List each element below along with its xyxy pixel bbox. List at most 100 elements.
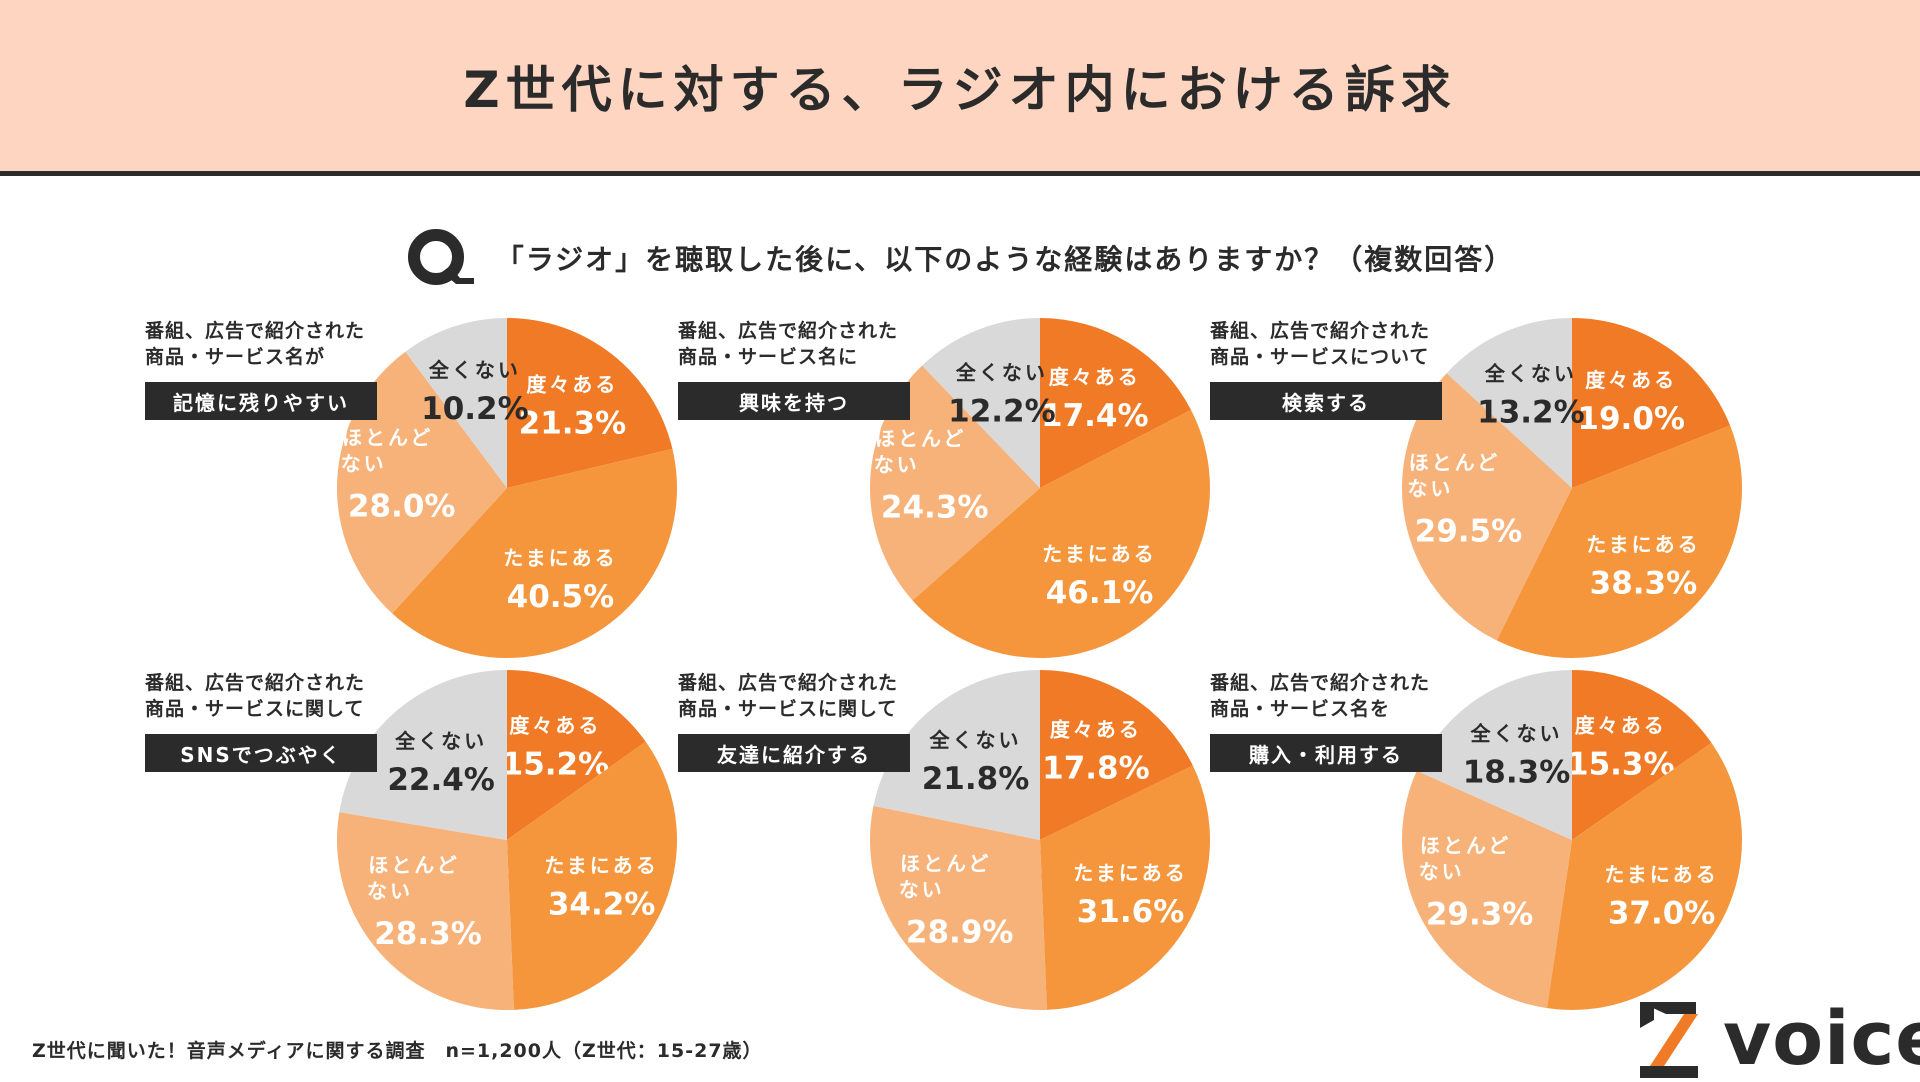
panel-highlight-label: 記憶に残りやすい	[145, 382, 377, 420]
pie-slice-never	[922, 318, 1040, 488]
panel-highlight-label: 購入・利用する	[1210, 734, 1442, 772]
pie-label-rarely: ほとんどない 28.3%	[367, 853, 482, 952]
pie-label-sometimes: たまにある 34.2%	[544, 854, 658, 923]
slice-value-often: 17.4%	[1041, 398, 1149, 434]
pie-chart-1: 度々ある 17.4% たまにある 46.1% ほとんどない 24.3% 全くない 12.2%	[870, 318, 1210, 658]
slice-category-rarely: ほとんどない	[1407, 450, 1500, 500]
panel-subtitle: 番組、広告で紹介された 商品・サービス名に	[678, 318, 898, 370]
panel-highlight-label: 検索する	[1210, 382, 1442, 420]
pie-slice-sometimes	[507, 741, 677, 1010]
pie-slice-rarely	[869, 805, 1047, 1011]
pie-label-sometimes: たまにある 46.1%	[1042, 542, 1156, 611]
page-title: Z世代に対する、ラジオ内における訴求	[463, 60, 1457, 119]
pie-label-sometimes: たまにある 38.3%	[1586, 533, 1697, 602]
pie-slice-rarely	[870, 365, 1040, 601]
pie-slice-rarely	[1401, 770, 1572, 1009]
slice-value-often: 19.0%	[1577, 401, 1685, 437]
pie-slice-often	[1572, 318, 1731, 488]
pie-label-never: 全くない 21.8%	[922, 728, 1030, 797]
question-row: Q 「ラジオ」を聴取した後に、以下のような経験はありますか？（複数回答）	[0, 228, 1920, 288]
panel-subtitle: 番組、広告で紹介された 商品・サービス名が	[145, 318, 365, 370]
panel-highlight-label: 友達に紹介する	[678, 734, 910, 772]
logo-text: voice	[1723, 996, 1920, 1082]
chart-panel-1: 度々ある 17.4% たまにある 46.1% ほとんどない 24.3% 全くない 12.2% …	[678, 318, 1238, 663]
pie-chart-5: 度々ある 15.3% たまにある 37.0% ほとんどない 29.3% 全くない 18.3%	[1401, 670, 1743, 1011]
panel-subtitle-line-2: 商品・サービス名に	[678, 346, 859, 368]
pie-chart-4: 度々ある 17.8% たまにある 31.6% ほとんどない 28.9% 全くない 21.8%	[869, 670, 1211, 1011]
chart-panel-0: 度々ある 21.3% たまにある 40.5% ほとんどない 28.0% 全くない 10.2% …	[145, 318, 705, 663]
pie-slice-often	[1040, 670, 1193, 840]
slice-category-rarely: ほとんどない	[899, 851, 992, 901]
slice-value-never: 12.2%	[948, 393, 1056, 429]
slice-category-sometimes: たまにある	[1604, 863, 1718, 887]
slice-category-never: 全くない	[394, 729, 487, 753]
header-banner: Z世代に対する、ラジオ内における訴求	[0, 0, 1920, 176]
slice-category-sometimes: たまにある	[503, 546, 617, 570]
panel-subtitle-line-2: 商品・サービスについて	[1210, 346, 1430, 368]
pie-slice-sometimes	[1496, 425, 1742, 659]
pie-slice-never	[873, 670, 1040, 840]
slice-value-sometimes: 34.2%	[548, 887, 656, 923]
pie-label-rarely: ほとんどない 29.5%	[1407, 450, 1522, 549]
panel-subtitle-line-2: 商品・サービスに関して	[678, 698, 898, 720]
slice-value-often: 21.3%	[519, 405, 627, 441]
slice-category-never: 全くない	[428, 358, 521, 382]
pie-label-often: 度々ある 17.8%	[1042, 718, 1150, 787]
panel-subtitle-line-1: 番組、広告で紹介された	[145, 320, 366, 342]
panel-subtitle: 番組、広告で紹介された 商品・サービスについて	[1210, 318, 1430, 370]
slice-category-sometimes: たまにある	[1042, 542, 1156, 566]
slice-value-rarely: 24.3%	[881, 490, 989, 526]
pie-label-sometimes: たまにある 40.5%	[503, 546, 617, 615]
z-mark-icon: Z	[1640, 1002, 1698, 1078]
slice-category-often: 度々ある	[509, 713, 601, 737]
slice-value-often: 15.3%	[1567, 747, 1675, 783]
pie-label-sometimes: たまにある 37.0%	[1604, 863, 1718, 932]
pie-label-never: 全くない 10.2%	[421, 358, 529, 427]
zvoice-logo: Z voice	[1636, 998, 1920, 1080]
survey-note: Z世代に聞いた！音声メディアに関する調査 n=1,200人（Z世代：15-27歳…	[32, 1040, 763, 1062]
pie-slice-never	[339, 670, 507, 840]
pie-slice-rarely	[336, 812, 514, 1011]
panel-subtitle-line-1: 番組、広告で紹介された	[1210, 672, 1431, 694]
panel-subtitle-line-1: 番組、広告で紹介された	[678, 320, 899, 342]
pie-slice-rarely	[336, 351, 507, 614]
slice-value-never: 21.8%	[922, 761, 1030, 797]
pie-slice-often	[1572, 670, 1712, 840]
slice-value-never: 13.2%	[1477, 395, 1585, 431]
pie-slice-sometimes	[392, 448, 678, 659]
slice-category-never: 全くない	[929, 728, 1022, 752]
pie-slice-never	[405, 318, 507, 488]
slice-category-never: 全くない	[955, 360, 1048, 384]
slice-category-sometimes: たまにある	[544, 854, 658, 878]
slice-category-often: 度々ある	[1049, 365, 1141, 389]
slice-category-rarely: ほとんどない	[341, 426, 434, 476]
pie-slice-sometimes	[912, 409, 1210, 658]
slice-value-often: 17.8%	[1042, 751, 1150, 787]
slice-category-often: 度々ある	[526, 372, 618, 396]
panel-subtitle-line-1: 番組、広告で紹介された	[678, 672, 899, 694]
panel-subtitle-line-2: 商品・サービス名が	[145, 346, 326, 368]
slice-category-never: 全くない	[1484, 362, 1577, 386]
slice-category-often: 度々ある	[1050, 718, 1142, 742]
slice-value-rarely: 29.5%	[1415, 513, 1523, 549]
pie-chart-2: 度々ある 19.0% たまにある 38.3% ほとんどない 29.5% 全くない 13.2%	[1401, 318, 1742, 659]
panel-highlight-label: SNSでつぶやく	[145, 734, 377, 772]
slice-value-sometimes: 46.1%	[1046, 575, 1154, 611]
slice-value-never: 18.3%	[1463, 754, 1571, 790]
slice-value-rarely: 29.3%	[1426, 897, 1534, 933]
pie-label-never: 全くない 18.3%	[1463, 721, 1571, 790]
pie-slice-never	[1446, 318, 1572, 488]
pie-slice-never	[1416, 670, 1572, 840]
slice-value-never: 10.2%	[421, 391, 529, 427]
slice-category-often: 度々ある	[1585, 368, 1677, 392]
pie-label-often: 度々ある 19.0%	[1577, 368, 1685, 437]
q-icon: Q	[407, 229, 474, 285]
pie-label-rarely: ほとんどない 24.3%	[874, 427, 989, 526]
pie-label-often: 度々ある 21.3%	[519, 372, 627, 441]
slice-value-sometimes: 31.6%	[1077, 894, 1185, 930]
pie-slice-rarely	[1401, 373, 1572, 641]
slice-category-rarely: ほとんどない	[1419, 834, 1512, 884]
slice-value-sometimes: 37.0%	[1608, 896, 1716, 932]
slice-value-rarely: 28.0%	[348, 489, 456, 525]
pie-label-rarely: ほとんどない 29.3%	[1419, 834, 1534, 933]
